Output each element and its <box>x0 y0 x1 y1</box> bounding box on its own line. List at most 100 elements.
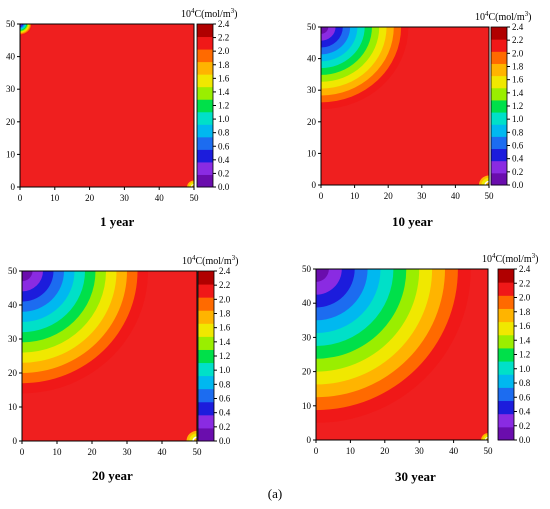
colorbar-segment <box>198 388 214 403</box>
x-tick-label: 0 <box>18 193 23 203</box>
corner-contour <box>485 437 488 440</box>
colorbar-tick-label: 0.8 <box>512 127 524 137</box>
x-tick-label: 40 <box>451 191 461 201</box>
x-tick-label: 40 <box>155 193 165 203</box>
y-tick-label: 40 <box>302 298 312 308</box>
y-tick-label: 50 <box>8 266 18 276</box>
colorbar-segment <box>491 39 507 52</box>
panel-caption: 20 year <box>92 468 133 483</box>
colorbar-tick-label: 0.0 <box>519 435 531 445</box>
y-tick-label: 0 <box>11 182 16 192</box>
y-tick-label: 10 <box>307 148 317 158</box>
colorbar-tick-label: 0.6 <box>519 392 531 402</box>
colorbar-title: 104C(mol/m3) <box>182 254 238 267</box>
corner-contour <box>485 182 489 185</box>
colorbar-title: 104C(mol/m3) <box>475 10 531 23</box>
colorbar-segment <box>498 361 514 375</box>
colorbar-tick-label: 2.4 <box>519 264 531 274</box>
x-tick-label: 0 <box>20 447 25 457</box>
colorbar-segment <box>491 136 507 150</box>
x-tick-label: 10 <box>53 447 63 457</box>
panel-4: 0 10 20 30 40 50 0 10 20 30 40 50 2.4 2.2 2.0 1.8 1.6 1.4… <box>275 250 550 485</box>
panel-3: 0 10 20 30 40 50 0 10 20 30 40 50 2.4 2.2 2.0 1.8 1.6 1.4… <box>0 250 270 485</box>
y-tick-label: 50 <box>307 22 317 32</box>
colorbar-tick-label: 2.4 <box>512 22 524 32</box>
y-tick-label: 20 <box>6 117 16 127</box>
field-background <box>20 24 194 187</box>
x-tick-label: 50 <box>485 191 495 201</box>
colorbar-segment <box>491 112 507 125</box>
colorbar-tick-label: 2.0 <box>218 46 230 56</box>
y-tick-label: 40 <box>6 52 16 62</box>
colorbar-segment <box>198 427 214 442</box>
heatmap-chart: 0 10 20 30 40 50 0 10 20 30 40 50 2.4 2.2 2.0 1.8 1.6 1.4… <box>307 10 531 201</box>
y-tick-label: 10 <box>302 401 312 411</box>
colorbar-tick-label: 1.0 <box>218 114 230 124</box>
x-tick-label: 10 <box>346 446 356 456</box>
colorbar-segment <box>491 172 507 186</box>
x-tick-label: 20 <box>380 446 390 456</box>
y-tick-label: 40 <box>8 300 18 310</box>
x-tick-label: 50 <box>193 447 203 457</box>
colorbar-segment <box>198 284 214 298</box>
colorbar-segment <box>197 174 213 188</box>
colorbar-tick-label: 0.4 <box>219 408 231 418</box>
x-tick-label: 40 <box>158 447 168 457</box>
y-tick-label: 40 <box>307 54 317 64</box>
y-tick-label: 0 <box>307 435 312 445</box>
colorbar-tick-label: 1.0 <box>219 365 231 375</box>
y-tick-label: 10 <box>6 149 16 159</box>
colorbar-segment <box>198 297 214 311</box>
colorbar-segment <box>198 414 214 429</box>
colorbar-segment <box>498 334 514 349</box>
colorbar-segment <box>498 387 514 402</box>
colorbar-tick-label: 2.2 <box>519 278 530 288</box>
colorbar-tick-label: 0.6 <box>218 141 230 151</box>
colorbar-tick-label: 0.8 <box>219 379 231 389</box>
colorbar-tick-label: 2.0 <box>519 293 531 303</box>
colorbar-tick-label: 1.0 <box>512 114 524 124</box>
x-tick-label: 30 <box>415 446 425 456</box>
colorbar-segment <box>498 308 514 323</box>
heatmap-chart: 0 10 20 30 40 50 0 10 20 30 40 50 2.4 2.2 2.0 1.8 1.6 1.4… <box>302 252 538 456</box>
colorbar-segment <box>198 401 214 416</box>
colorbar-tick-label: 0.8 <box>218 128 230 138</box>
colorbar-segment <box>198 323 214 337</box>
colorbar-tick-label: 0.2 <box>218 168 229 178</box>
colorbar-segment <box>198 375 214 390</box>
colorbar-tick-label: 0.0 <box>512 180 524 190</box>
colorbar-segment <box>498 413 514 428</box>
colorbar-segment <box>198 271 214 285</box>
panel-caption: 1 year <box>100 214 135 229</box>
colorbar-tick-label: 2.2 <box>218 33 229 43</box>
x-tick-label: 50 <box>484 446 494 456</box>
colorbar-tick-label: 0.4 <box>519 407 531 417</box>
colorbar-tick-label: 1.8 <box>219 309 231 319</box>
colorbar-tick-label: 1.8 <box>218 60 230 70</box>
colorbar-segment <box>491 124 507 137</box>
colorbar-tick-label: 0.6 <box>512 141 524 151</box>
colorbar-tick-label: 0.2 <box>519 421 530 431</box>
colorbar-segment <box>197 111 213 125</box>
contour-band <box>321 27 329 34</box>
colorbar-title: 104C(mol/m3) <box>181 7 237 20</box>
colorbar-segment <box>197 49 213 63</box>
colorbar-tick-label: 2.4 <box>219 266 231 276</box>
colorbar-segment <box>491 87 507 101</box>
x-tick-label: 20 <box>384 191 394 201</box>
colorbar-segment <box>498 282 514 296</box>
x-tick-label: 40 <box>449 446 459 456</box>
colorbar-tick-label: 2.0 <box>219 294 231 304</box>
colorbar-segment <box>491 63 507 77</box>
colorbar-segment <box>498 374 514 388</box>
colorbar-segment <box>491 99 507 113</box>
colorbar-segment <box>197 86 213 100</box>
colorbar-segment <box>491 27 507 40</box>
colorbar-segment <box>198 362 214 377</box>
x-tick-label: 20 <box>88 447 98 457</box>
colorbar-tick-label: 0.0 <box>219 436 231 446</box>
y-tick-label: 0 <box>312 180 317 190</box>
colorbar-segment <box>197 74 213 88</box>
colorbar-tick-label: 0.8 <box>519 378 531 388</box>
colorbar-segment <box>498 400 514 415</box>
